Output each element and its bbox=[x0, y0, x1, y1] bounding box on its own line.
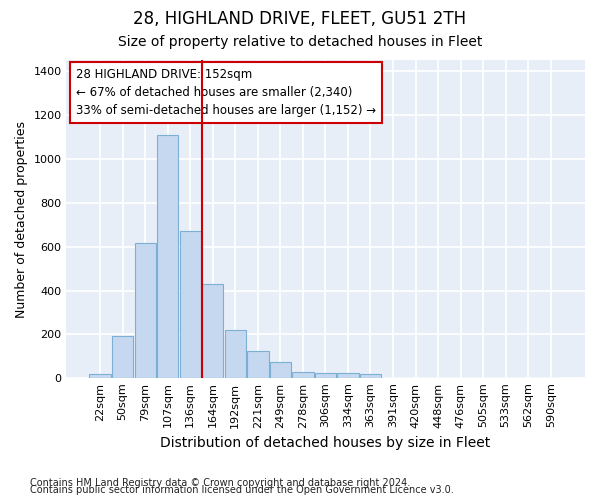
Bar bbox=[247, 351, 269, 378]
Bar bbox=[202, 284, 223, 378]
Bar bbox=[134, 244, 156, 378]
Bar bbox=[315, 373, 336, 378]
Text: Contains public sector information licensed under the Open Government Licence v3: Contains public sector information licen… bbox=[30, 485, 454, 495]
Bar bbox=[89, 374, 111, 378]
Y-axis label: Number of detached properties: Number of detached properties bbox=[15, 120, 28, 318]
Text: 28 HIGHLAND DRIVE: 152sqm
← 67% of detached houses are smaller (2,340)
33% of se: 28 HIGHLAND DRIVE: 152sqm ← 67% of detac… bbox=[76, 68, 376, 117]
Text: Contains HM Land Registry data © Crown copyright and database right 2024.: Contains HM Land Registry data © Crown c… bbox=[30, 478, 410, 488]
Text: 28, HIGHLAND DRIVE, FLEET, GU51 2TH: 28, HIGHLAND DRIVE, FLEET, GU51 2TH bbox=[133, 10, 467, 28]
X-axis label: Distribution of detached houses by size in Fleet: Distribution of detached houses by size … bbox=[160, 436, 491, 450]
Bar bbox=[112, 336, 133, 378]
Text: Size of property relative to detached houses in Fleet: Size of property relative to detached ho… bbox=[118, 35, 482, 49]
Bar bbox=[360, 374, 381, 378]
Bar bbox=[292, 372, 314, 378]
Bar bbox=[179, 232, 201, 378]
Bar bbox=[269, 362, 291, 378]
Bar bbox=[157, 134, 178, 378]
Bar bbox=[224, 330, 246, 378]
Bar bbox=[337, 373, 359, 378]
